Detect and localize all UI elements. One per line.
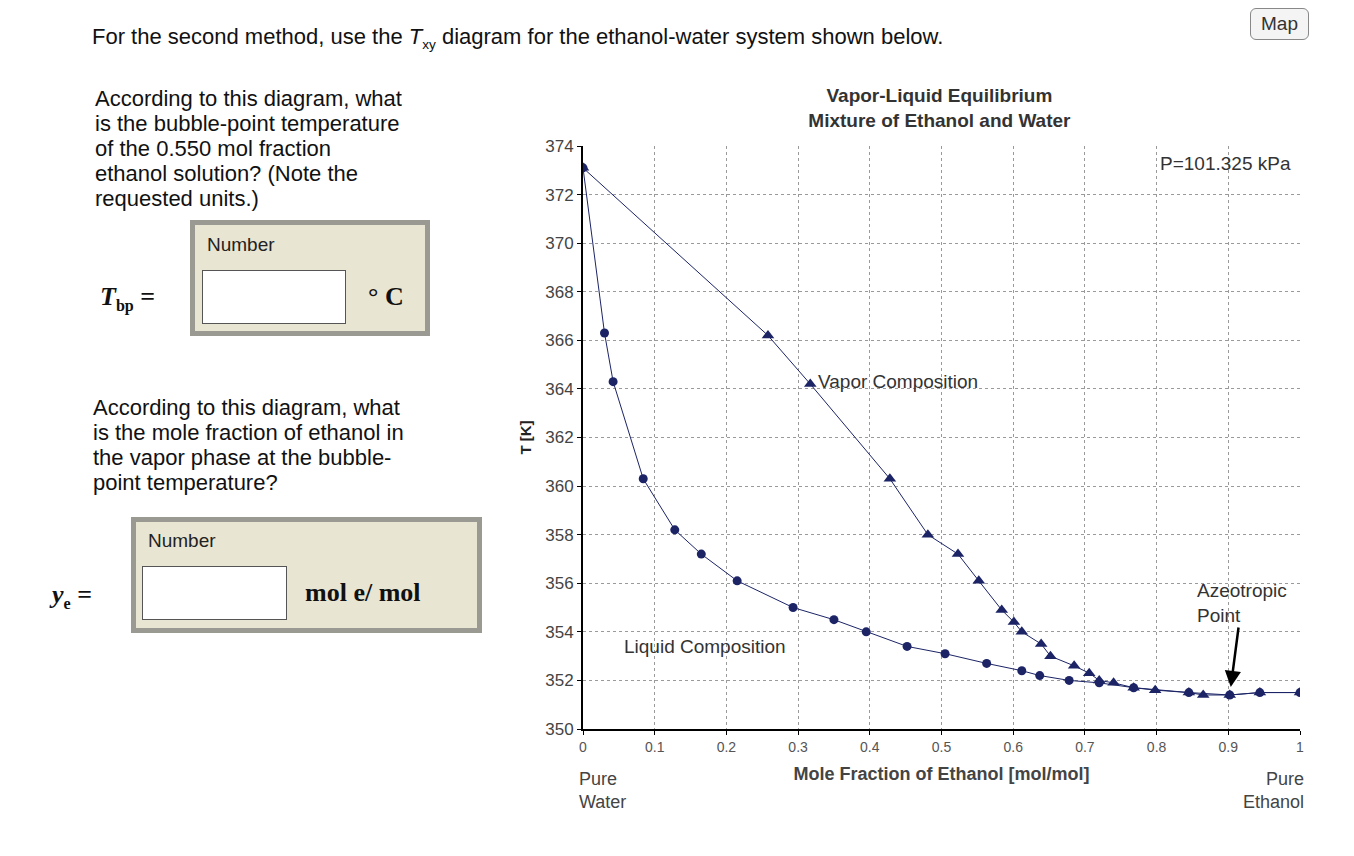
html-text:mol e/ mol: mol e/ mol (305, 578, 421, 607)
svg-text:0.6: 0.6 (1003, 739, 1023, 755)
svg-text:0.5: 0.5 (932, 739, 952, 755)
svg-text:P=101.325 kPa: P=101.325 kPa (1160, 153, 1291, 174)
svg-text:0.8: 0.8 (1147, 739, 1167, 755)
html-text:ethanol solution? (Note the: ethanol solution? (Note the (95, 161, 358, 186)
html-text:is the mole fraction of ethano: is the mole fraction of ethanol in (93, 420, 404, 445)
html-text:Number: Number (148, 530, 216, 551)
svg-text:Vapor Composition: Vapor Composition (818, 371, 978, 392)
svg-text:364: 364 (545, 380, 573, 399)
svg-text:356: 356 (545, 574, 573, 593)
svg-text:Vapor-Liquid EquilibriumMixtur: Vapor-Liquid EquilibriumMixture of Ethan… (808, 85, 1071, 131)
svg-text:PureEthanol: PureEthanol (1243, 769, 1304, 812)
svg-text:Liquid Composition: Liquid Composition (624, 636, 786, 657)
svg-text:0.3: 0.3 (788, 739, 808, 755)
svg-text:372: 372 (545, 186, 573, 205)
html-text:For the second method, use the: For the second method, use the Txydiagra… (92, 24, 944, 53)
html-text:According to this diagram, wha: According to this diagram, what (95, 86, 402, 111)
html-text:Number: Number (207, 234, 275, 255)
svg-text:352: 352 (545, 671, 573, 690)
svg-text:T [K]: T [K] (517, 420, 534, 454)
html-text:the vapor phase at the bubble-: the vapor phase at the bubble- (93, 445, 392, 470)
svg-text:0.4: 0.4 (860, 739, 880, 755)
html-text:ye=: ye= (52, 580, 92, 613)
html-text:Map: Map (1261, 13, 1298, 34)
svg-text:0.2: 0.2 (717, 739, 737, 755)
svg-text:350: 350 (545, 720, 573, 739)
svg-text:358: 358 (545, 526, 573, 545)
svg-text:AzeotropicPoint: AzeotropicPoint (1197, 580, 1287, 626)
svg-text:0.1: 0.1 (645, 739, 665, 755)
svg-text:362: 362 (545, 428, 573, 447)
svg-text:0: 0 (579, 739, 587, 755)
svg-text:368: 368 (545, 283, 573, 302)
svg-text:354: 354 (545, 623, 573, 642)
html-text:is the bubble-point temperatur: is the bubble-point temperature (95, 111, 400, 136)
html-text:of the 0.550 mol fraction: of the 0.550 mol fraction (95, 136, 331, 161)
svg-text:0.7: 0.7 (1075, 739, 1095, 755)
svg-text:PureWater: PureWater (579, 769, 626, 812)
html-text:Tbp=: Tbp= (100, 282, 156, 315)
svg-text:366: 366 (545, 331, 573, 350)
html-text:requested units.): requested units.) (95, 186, 259, 211)
svg-text:0.9: 0.9 (1219, 739, 1239, 755)
svg-text:Mole Fraction of Ethanol [mol/: Mole Fraction of Ethanol [mol/mol] (794, 764, 1090, 784)
html-text:According to this diagram, wha: According to this diagram, what (93, 395, 400, 420)
svg-text:374: 374 (545, 137, 573, 156)
svg-text:370: 370 (545, 234, 573, 253)
html-text:° C: ° C (368, 282, 404, 311)
html-text:point temperature?: point temperature? (93, 470, 278, 495)
svg-text:1: 1 (1296, 739, 1304, 755)
svg-text:360: 360 (545, 477, 573, 496)
